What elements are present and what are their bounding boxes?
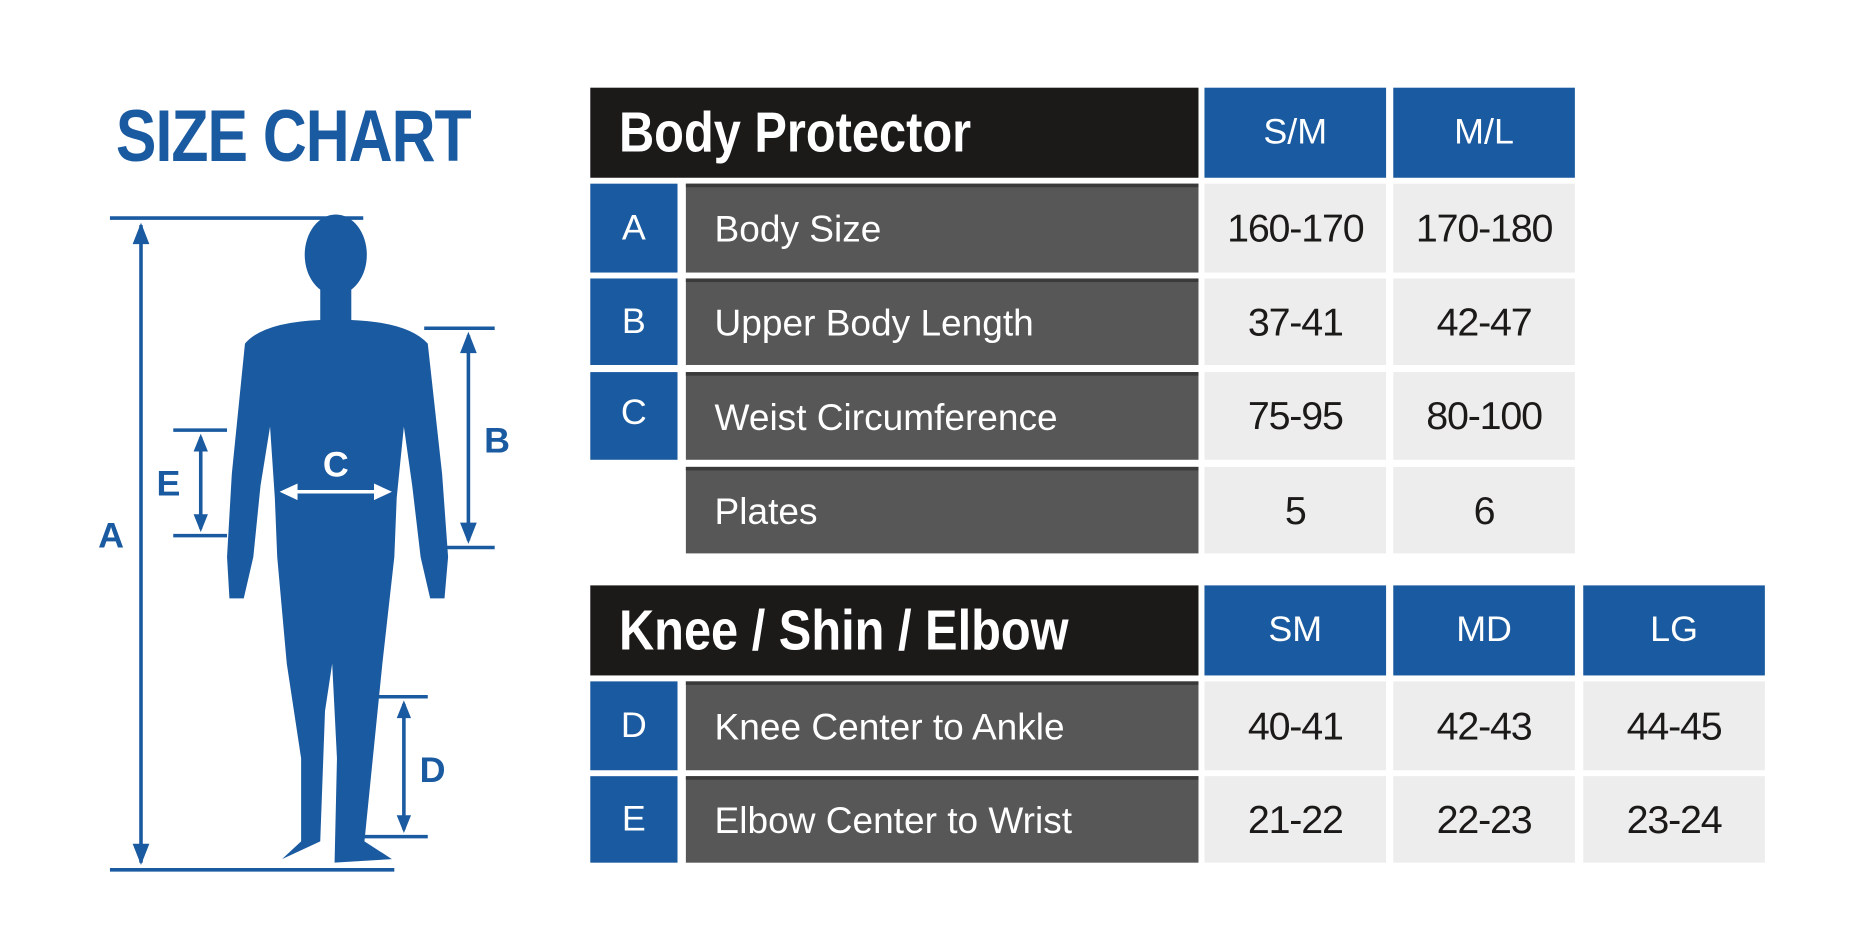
row-label: Upper Body Length [685,278,1199,365]
cell-value: 80-100 [1393,372,1575,460]
label-e: E [157,463,181,503]
table-title: Body Protector [590,87,1199,178]
cell-value: 40-41 [1204,681,1387,771]
table-title: Knee / Shin / Elbow [590,585,1199,676]
cell-value: 42-47 [1393,278,1575,365]
size-header: MD [1393,585,1575,676]
row-label: Elbow Center to Wrist [685,776,1199,863]
cell-value: 23-24 [1583,776,1765,863]
row-letter: A [590,183,678,273]
row-letter: E [590,776,678,863]
label-b: B [484,421,510,461]
size-header: S/M [1204,87,1387,178]
row-label: Knee Center to Ankle [685,681,1199,771]
row-letter: D [590,681,678,771]
size-header: M/L [1393,87,1575,178]
cell-value: 6 [1393,466,1575,554]
size-header: LG [1583,585,1765,676]
label-a: A [98,516,124,556]
cell-value: 22-23 [1393,776,1575,863]
cell-value: 160-170 [1204,183,1387,273]
row-letter: B [590,278,678,365]
human-silhouette-icon [227,214,449,863]
row-letter: C [590,372,678,460]
label-d: D [420,750,446,790]
row-label: Body Size [685,183,1199,273]
cell-value: 42-43 [1393,681,1575,771]
label-c: C [323,445,349,485]
cell-value: 170-180 [1393,183,1575,273]
row-label: Weist Circumference [685,372,1199,460]
cell-value: 75-95 [1204,372,1387,460]
size-header: SM [1204,585,1387,676]
cell-value: 44-45 [1583,681,1765,771]
body-figure-diagram: A B C D E [98,214,510,872]
cell-value: 21-22 [1204,776,1387,863]
size-chart-title: SIZE CHART [115,95,472,178]
row-label: Plates [685,466,1199,554]
cell-value: 37-41 [1204,278,1387,365]
cell-value: 5 [1204,466,1387,554]
